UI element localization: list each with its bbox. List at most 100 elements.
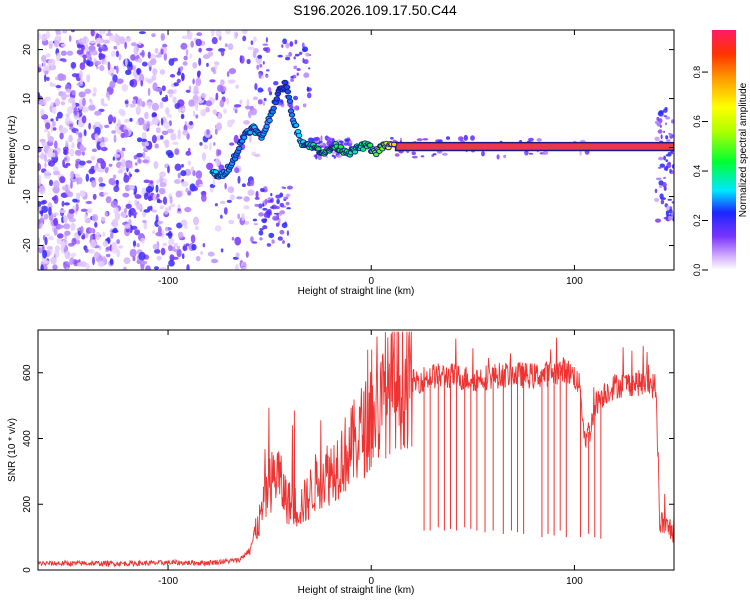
noise-blob — [40, 217, 45, 222]
noise-blob — [208, 252, 215, 257]
noise-blob — [67, 94, 70, 97]
noise-blob — [92, 214, 98, 222]
noise-blob — [154, 249, 160, 254]
noise-blob — [293, 96, 298, 101]
noise-blob — [112, 219, 119, 228]
noise-blob — [111, 73, 114, 77]
noise-blob — [216, 93, 219, 101]
noise-blob — [96, 39, 103, 44]
noise-blob — [72, 73, 79, 77]
spectrogram-y-tick-label: -20 — [22, 238, 33, 253]
noise-blob — [417, 138, 423, 141]
noise-blob — [260, 188, 265, 192]
noise-blob — [144, 193, 148, 200]
noise-blob — [442, 153, 448, 156]
noise-blob — [136, 121, 139, 125]
noise-blob — [85, 89, 92, 94]
noise-blob — [177, 208, 181, 211]
noise-blob — [278, 236, 283, 240]
noise-blob — [133, 256, 136, 261]
noise-blob — [69, 35, 72, 42]
noise-blob — [186, 264, 189, 272]
noise-blob — [138, 159, 142, 164]
noise-blob — [106, 91, 110, 97]
noise-blob — [176, 191, 183, 198]
noise-blob — [157, 256, 162, 261]
noise-blob — [168, 238, 174, 245]
noise-blob — [59, 176, 65, 183]
noise-blob — [308, 67, 310, 69]
noise-blob — [669, 169, 671, 173]
figure: -100 0 100 -20-1001020 Height of straight … — [0, 0, 750, 600]
noise-blob — [101, 217, 106, 222]
noise-blob — [71, 238, 76, 245]
noise-blob — [656, 178, 662, 181]
noise-blob — [666, 205, 670, 211]
noise-blob — [230, 194, 235, 200]
noise-blob — [76, 131, 79, 135]
noise-blob — [44, 70, 48, 74]
noise-blob — [195, 39, 202, 47]
noise-blob — [62, 30, 67, 33]
noise-blob — [254, 83, 257, 90]
noise-blob — [211, 67, 215, 72]
noise-blob — [42, 250, 47, 259]
noise-blob — [433, 153, 437, 155]
noise-blob — [71, 142, 75, 148]
noise-blob — [125, 58, 128, 66]
noise-blob — [102, 232, 105, 237]
noise-blob — [193, 85, 198, 93]
noise-blob — [209, 79, 215, 82]
noise-blob — [192, 62, 197, 68]
noise-blob — [162, 85, 166, 91]
noise-blob — [82, 115, 87, 123]
noise-blob — [273, 81, 278, 85]
noise-blob — [71, 62, 77, 69]
noise-blob — [181, 220, 187, 226]
noise-blob — [172, 96, 176, 104]
noise-blob — [96, 66, 99, 69]
colorbar-tick-label: 0.8 — [692, 66, 702, 79]
noise-blob — [168, 260, 175, 267]
noise-blob — [86, 174, 89, 182]
noise-blob — [88, 123, 91, 130]
noise-blob — [185, 151, 191, 156]
noise-blob — [332, 155, 335, 157]
noise-blob — [266, 75, 269, 78]
noise-blob — [167, 166, 170, 174]
noise-blob — [150, 59, 156, 66]
noise-blob — [206, 48, 213, 51]
noise-blob — [234, 31, 238, 39]
noise-blob — [294, 56, 296, 59]
signal-mark — [287, 96, 291, 99]
noise-blob — [660, 125, 662, 128]
noise-blob — [145, 142, 149, 146]
noise-blob — [155, 48, 159, 54]
noise-blob — [251, 40, 254, 45]
noise-blob — [175, 103, 180, 109]
noise-blob — [105, 167, 109, 173]
noise-blob — [160, 135, 163, 140]
noise-blob — [220, 100, 225, 108]
noise-blob — [77, 228, 81, 231]
noise-blob — [191, 244, 196, 250]
noise-blob — [144, 112, 149, 119]
noise-blob — [84, 213, 87, 221]
noise-blob — [259, 73, 262, 79]
noise-blob — [86, 160, 92, 163]
noise-blob — [654, 198, 659, 202]
noise-blob — [52, 264, 57, 270]
noise-blob — [69, 218, 76, 222]
noise-blob — [313, 137, 319, 141]
noise-blob — [254, 154, 260, 158]
snr-y-tick-label: 400 — [22, 430, 33, 447]
noise-blob — [81, 45, 85, 51]
signal-mark — [296, 130, 300, 133]
noise-blob — [143, 209, 150, 213]
noise-blob — [198, 58, 201, 66]
noise-blob — [336, 155, 342, 158]
noise-blob — [140, 238, 144, 244]
noise-blob — [111, 51, 116, 57]
noise-blob — [299, 52, 302, 55]
noise-blob — [155, 232, 162, 236]
